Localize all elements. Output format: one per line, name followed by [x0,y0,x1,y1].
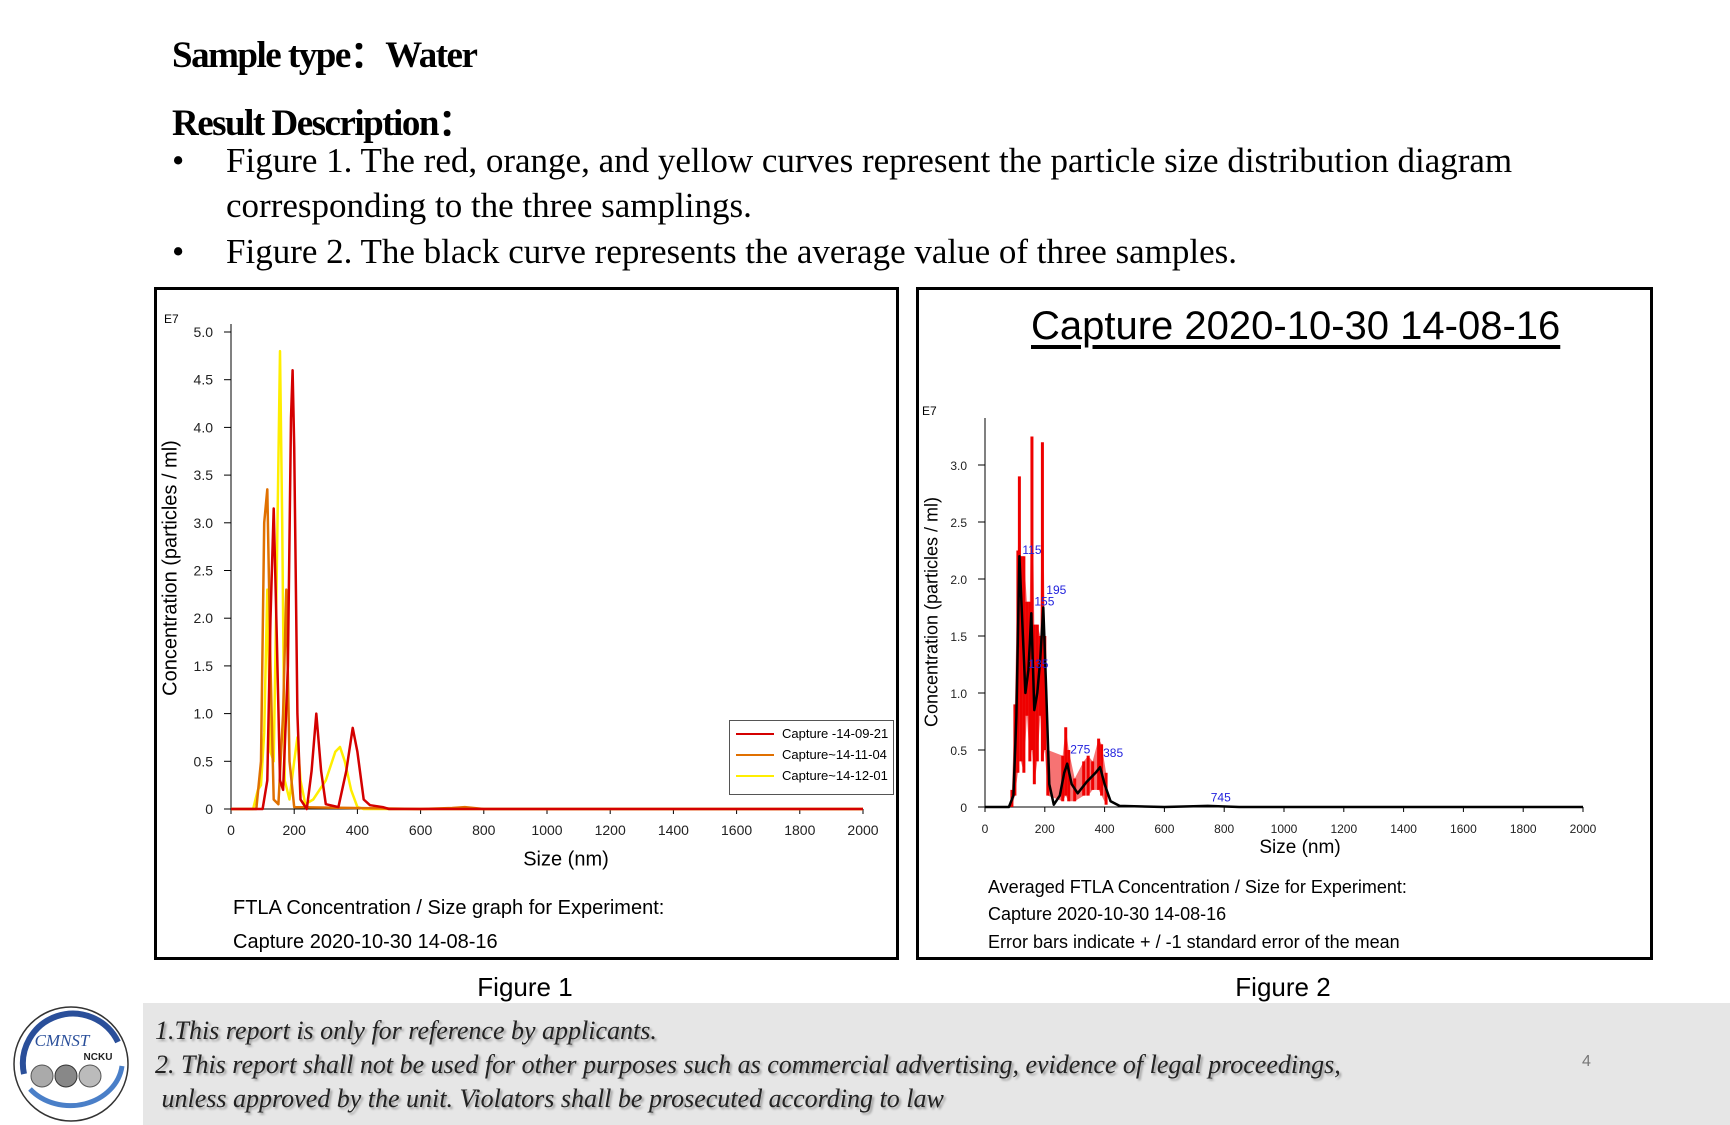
y-tick-label: 3.0 [950,459,967,473]
bullet-icon: • [172,232,185,271]
y-tick-label: 5.0 [194,324,214,340]
x-tick-label: 800 [1214,822,1234,836]
chart-caption-line: Capture 2020-10-30 14-08-16 [988,904,1227,924]
legend-swatch [736,732,774,735]
svg-text:CMNST: CMNST [35,1031,91,1050]
y-tick-label: 0 [960,801,967,815]
peak-label: 385 [1103,746,1123,760]
figure-1-plot: 0 200 400 600 800 1000 1200 1400 1600 1800 2000 0 0.… [194,324,879,838]
y-tick-label: 0.5 [194,753,214,769]
legend-label: Capture~14-12-01 [782,768,888,784]
y-tick-label: 2.5 [194,563,214,579]
x-tick-label: 0 [227,822,235,838]
peak-label: 275 [1070,743,1090,757]
figure-1-caption: Figure 1 [477,972,573,1002]
page-number: 4 [1582,1053,1591,1070]
x-tick-label: 0 [982,822,989,836]
x-tick-label: 1600 [1450,822,1477,836]
y-tick-label: 1.0 [950,687,967,701]
result-description-heading: Result Description： [172,103,475,144]
legend-label: Capture -14-09-21 [782,726,889,742]
x-tick-label: 600 [409,822,433,838]
sample-type-heading: Sample type：Water [172,35,478,76]
chart-caption-line: Capture 2020-10-30 14-08-16 [233,931,498,953]
x-tick-label: 800 [472,822,496,838]
legend-item: Capture~14-12-01 [736,767,888,785]
y-tick-label: 2.0 [950,573,967,587]
legend-swatch [736,753,774,756]
bullet-text: Figure 1. The red, orange, and yellow cu… [226,141,1513,180]
x-tick-label: 600 [1154,822,1174,836]
footer-line-1: 1.This report is only for reference by a… [155,1016,657,1045]
y-tick-label: 1.5 [194,658,214,674]
y-tick-label: 2.0 [194,610,214,626]
x-tick-label: 200 [1035,822,1055,836]
x-tick-label: 1400 [1390,822,1417,836]
x-tick-label: 400 [346,822,370,838]
y-tick-label: 3.0 [194,515,214,531]
x-tick-label: 1200 [595,822,626,838]
cmnst-ncku-logo: CMNST NCKU [13,1006,129,1122]
x-tick-label: 1400 [658,822,689,838]
exponent-label: E7 [164,312,179,326]
y-tick-label: 0 [205,801,213,817]
footer-line-2: 2. This report shall not be used for oth… [155,1050,1341,1079]
error-band [1011,436,1107,807]
legend-item: Capture~14-11-04 [736,746,887,764]
legend-swatch [736,774,774,777]
x-tick-label: 1000 [1271,822,1298,836]
y-tick-label: 1.0 [194,706,214,722]
chart-caption-line: Error bars indicate + / -1 standard erro… [988,932,1400,952]
series-line [231,368,863,811]
x-tick-label: 200 [283,822,307,838]
peak-label: 115 [1022,543,1041,557]
x-tick-label: 1800 [784,822,815,838]
legend: Capture -14-09-21 Capture~14-11-04 Capture… [729,720,894,795]
x-tick-label: 2000 [847,822,878,838]
chart-title: Capture 2020-10-30 14-08-16 [1031,304,1561,348]
bullet-text: corresponding to the three samplings. [226,186,752,225]
figure-2-plot: 0 200 400 600 800 1000 1200 1400 1600 1800 2000 0 0.… [950,418,1597,836]
footer-disclaimer-band [143,1003,1730,1125]
peak-label: 745 [1211,791,1231,805]
y-tick-label: 3.5 [194,467,214,483]
chart-caption-line: Averaged FTLA Concentration / Size for E… [988,877,1407,897]
bullet-text: Figure 2. The black curve represents the… [226,232,1238,271]
footer-line-3: unless approved by the unit. Violators s… [155,1084,944,1113]
peak-label: 155 [1034,595,1054,609]
y-axis-label: Concentration (particles / ml) [159,440,182,696]
y-tick-label: 4.5 [194,372,214,388]
figure-2-caption: Figure 2 [1235,972,1331,1002]
peak-label: 135 [1028,657,1048,671]
svg-text:NCKU: NCKU [84,1052,113,1063]
figure-2-chart: 0 200 400 600 800 1000 1200 1400 1600 1800 2000 0 0.… [916,287,1653,960]
x-tick-label: 400 [1095,822,1115,836]
legend-item: Capture -14-09-21 [736,725,888,743]
x-tick-label: 1200 [1330,822,1357,836]
y-tick-label: 0.5 [950,744,967,758]
bullet-icon: • [172,141,185,180]
y-tick-label: 1.5 [950,630,967,644]
exponent-label: E7 [922,404,937,418]
mean-line [985,554,1583,809]
series-line [231,488,863,811]
x-tick-label: 1800 [1510,822,1537,836]
x-tick-label: 1000 [531,822,562,838]
legend-label: Capture~14-11-04 [782,747,887,763]
x-axis-label: Size (nm) [523,848,609,871]
y-tick-label: 2.5 [950,516,967,530]
figure-1-chart: 0 200 400 600 800 1000 1200 1400 1600 1800 2000 0 0.… [154,287,899,960]
x-axis-label: Size (nm) [1259,837,1341,858]
y-axis-label: Concentration (particles / ml) [921,496,942,728]
chart-caption-line: FTLA Concentration / Size graph for Expe… [233,897,665,919]
x-tick-label: 1600 [721,822,752,838]
x-tick-label: 2000 [1570,822,1597,836]
y-tick-label: 4.0 [194,419,214,435]
peak-label: 195 [1046,583,1066,597]
